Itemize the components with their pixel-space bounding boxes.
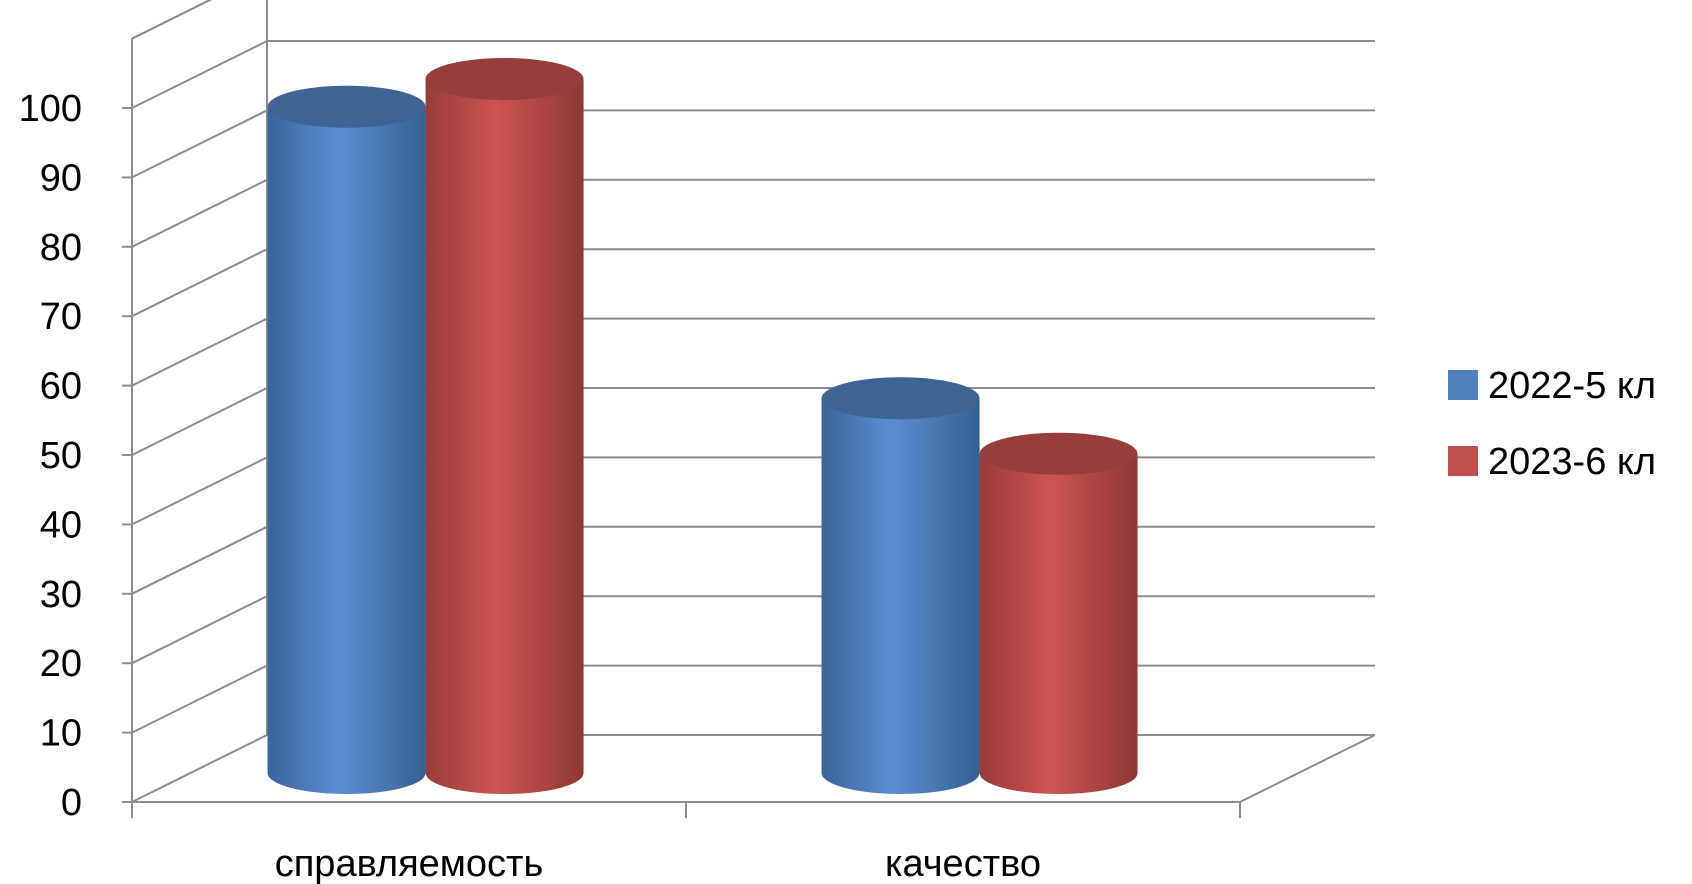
gridline-side (131, 734, 268, 803)
legend: 2022-5 кл 2023-6 кл (1448, 365, 1656, 483)
bar-top-shade (821, 377, 980, 420)
gridline-side (131, 248, 268, 318)
y-tick-label: 80 (40, 227, 82, 269)
gridline-side (131, 387, 268, 456)
category-label: качество (885, 843, 1041, 884)
y-tick-labels: 0 10 20 30 40 50 60 70 80 90 100 (19, 88, 82, 824)
bar-series2-1 (979, 432, 1138, 794)
bar-top (267, 85, 426, 128)
y-tick-label: 10 (40, 713, 82, 755)
bar-series2-0 (425, 58, 584, 794)
gridline-side (131, 178, 268, 248)
y-tick-label: 30 (40, 574, 82, 616)
gridline-side (131, 109, 268, 179)
y-tick-label: 70 (40, 296, 82, 338)
y-tick-label: 40 (40, 504, 82, 546)
category-labels: справляемость качество (275, 843, 1041, 884)
category-label: справляемость (275, 843, 544, 884)
bar-body (979, 453, 1138, 794)
bar-series1-0 (267, 85, 426, 794)
legend-swatch (1448, 446, 1478, 476)
y-tick-label: 90 (40, 157, 82, 199)
gridline-side (131, 40, 268, 109)
bar-top-shade (979, 432, 1138, 475)
gridline-side (131, 456, 268, 526)
axes (122, 38, 1241, 818)
gridline-side (131, 0, 213, 40)
bar-body (821, 398, 980, 794)
bar-top (425, 58, 584, 100)
legend-swatch (1448, 370, 1478, 400)
bar-top-shade (425, 58, 584, 100)
y-tick-label: 60 (40, 366, 82, 408)
y-tick-label: 100 (19, 88, 82, 130)
legend-label: 2022-5 кл (1488, 365, 1656, 407)
y-tick-label: 50 (40, 435, 82, 477)
floor-right-edge (1239, 734, 1376, 803)
y-tick-label: 0 (61, 782, 82, 824)
y-tick-label: 20 (40, 643, 82, 685)
gridline-side (131, 525, 268, 595)
bar-top-shade (267, 85, 426, 128)
bar-top (821, 377, 980, 420)
bar-body (425, 79, 584, 794)
gridline-side (131, 595, 268, 665)
gridline-side (131, 317, 268, 387)
gridline-side (131, 664, 268, 734)
bar-series1-1 (821, 377, 980, 794)
bar-top (979, 432, 1138, 475)
bar-body (267, 106, 426, 794)
bars (267, 58, 1138, 794)
legend-label: 2023-6 кл (1488, 441, 1656, 483)
